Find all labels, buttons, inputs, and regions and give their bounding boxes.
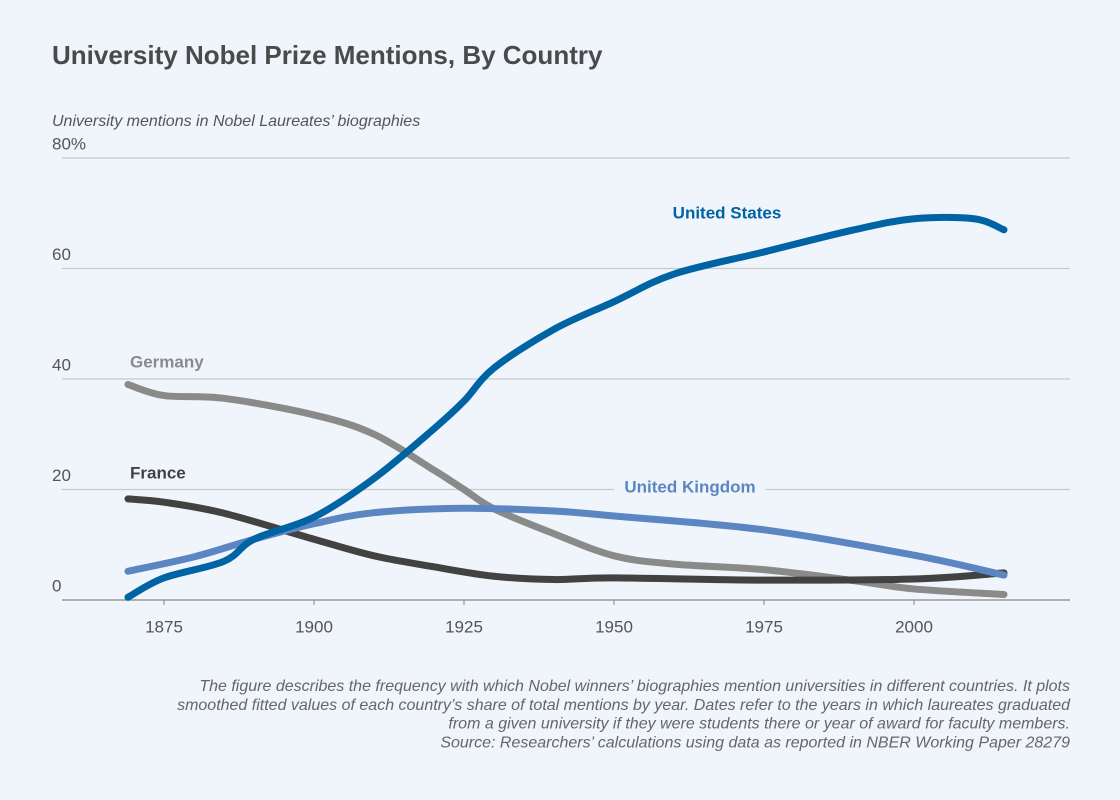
- note: The figure describes the frequency with …: [199, 678, 1070, 695]
- series-label: United States: [673, 203, 782, 222]
- x-tick-label: 1950: [595, 617, 633, 636]
- series-label: France: [130, 463, 186, 482]
- lines: [124, 213, 1008, 601]
- labels: Germany France United Kingdom United States: [130, 203, 782, 497]
- y-tick-label: 0: [52, 576, 61, 595]
- x-tick-label: 1875: [145, 617, 183, 636]
- y-axis-label: University mentions in Nobel Laureates’ …: [52, 113, 420, 130]
- series-label: United Kingdom: [624, 477, 755, 496]
- x-tick-label: 1975: [745, 617, 783, 636]
- y-tick-label: 40: [52, 355, 71, 374]
- note: Source: Researchers’ calculations using …: [440, 734, 1070, 751]
- x-tick-label: 1925: [445, 617, 483, 636]
- chart-title: University Nobel Prize Mentions, By Coun…: [52, 40, 603, 70]
- series-label: Germany: [130, 352, 204, 371]
- note: smoothed fitted values of each country’s…: [177, 697, 1071, 714]
- x-tick-label: 2000: [895, 617, 933, 636]
- y-tick-label: 20: [52, 466, 71, 485]
- grid: 0 20 40 60 80% 1875 1900 1925 1950 1975 2000: [52, 134, 1070, 636]
- y-tick-label: 60: [52, 245, 71, 264]
- series-line: [124, 495, 1008, 584]
- label-background: [614, 477, 766, 497]
- y-tick-label: 80%: [52, 134, 86, 153]
- x-tick-label: 1900: [295, 617, 333, 636]
- note: from a given university if they were stu…: [448, 716, 1070, 733]
- series-line: [124, 213, 1008, 601]
